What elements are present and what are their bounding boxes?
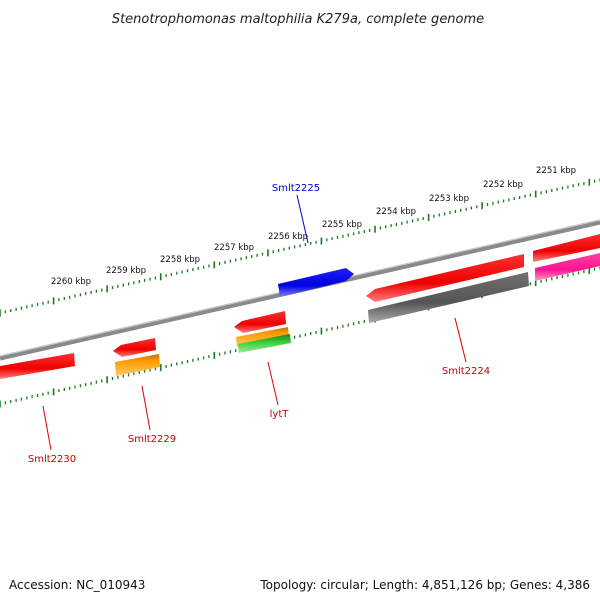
leader-line-smlt2229 (141, 385, 151, 431)
gene-feature-forward[interactable] (533, 234, 600, 262)
leader-line-smlt2225 (296, 194, 309, 244)
tick-label: 2254 kbp (376, 207, 416, 217)
gene-feature-smlt2229-red[interactable] (113, 338, 156, 357)
forward-features (278, 234, 600, 297)
tick-label: 2260 kbp (51, 277, 91, 287)
gene-feature-pink[interactable] (535, 253, 600, 281)
gene-feature-lytt[interactable] (234, 311, 286, 333)
gene-label-smlt2230[interactable]: Smlt2230 (28, 454, 76, 465)
tick-label: 2252 kbp (483, 180, 523, 190)
gene-feature-smlt2229[interactable] (115, 354, 160, 376)
leader-line-lytt (267, 361, 279, 406)
leader-lines (42, 194, 467, 451)
tick-label: 2256 kbp (268, 232, 308, 242)
gene-label-smlt2229[interactable]: Smlt2229 (128, 434, 176, 445)
gene-label-smlt2224[interactable]: Smlt2224 (442, 366, 490, 377)
tick-label: 2253 kbp (429, 194, 469, 204)
gene-labels: Smlt2225 Smlt2224 lytT Smlt2229 Smlt2230 (28, 183, 490, 465)
tick-labels: 2251 kbp 2252 kbp 2253 kbp 2254 kbp 2255… (51, 166, 576, 287)
gene-feature-gray[interactable] (368, 272, 529, 323)
footer-accession: Accession: NC_010943 (9, 578, 146, 592)
tick-label: 2255 kbp (322, 220, 362, 230)
leader-line-smlt2230 (42, 405, 52, 451)
gene-feature-smlt2224[interactable] (366, 254, 524, 302)
gene-feature-smlt2230[interactable] (0, 353, 75, 379)
tick-label: 2251 kbp (536, 166, 576, 176)
gene-label-lytt[interactable]: lytT (270, 409, 290, 420)
tick-label: 2257 kbp (214, 243, 254, 253)
outer-tick-track (0, 178, 600, 317)
reverse-features (0, 253, 600, 379)
gene-feature-green[interactable] (238, 334, 291, 353)
leader-line-smlt2224 (454, 317, 467, 363)
footer-summary: Topology: circular; Length: 4,851,126 bp… (260, 578, 590, 592)
map-title: Stenotrophomonas maltophilia K279a, comp… (112, 12, 484, 27)
tick-label: 2258 kbp (160, 255, 200, 265)
gene-label-smlt2225[interactable]: Smlt2225 (272, 183, 320, 194)
gene-feature-smlt2225[interactable] (278, 268, 354, 297)
tick-label: 2259 kbp (106, 266, 146, 276)
